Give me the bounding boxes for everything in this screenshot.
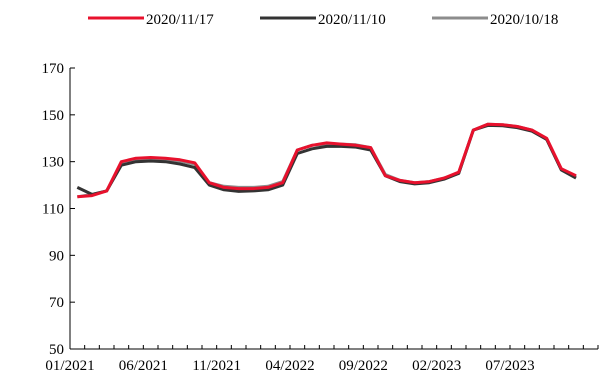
- axes: 50 70 90 110 130 150 170 01/2021 06/2021 11/2021 0…: [42, 61, 599, 374]
- x-tick-label: 07/2023: [485, 358, 534, 374]
- x-tick-label: 09/2022: [339, 358, 388, 374]
- y-tick-label: 110: [42, 202, 64, 218]
- y-tick-label: 90: [49, 248, 64, 264]
- x-tick-label: 06/2021: [119, 358, 168, 374]
- y-tick-label: 150: [42, 108, 65, 124]
- y-tick-label: 130: [42, 155, 65, 171]
- x-tick-label: 04/2022: [265, 358, 314, 374]
- y-tick-label: 50: [49, 342, 64, 358]
- x-tick-label: 02/2023: [412, 358, 461, 374]
- x-tick-label: 11/2021: [192, 358, 241, 374]
- y-tick-label: 170: [42, 61, 65, 77]
- legend-label: 2020/11/10: [318, 12, 386, 28]
- series-lines: [76, 122, 577, 199]
- y-tick-label: 70: [49, 295, 64, 311]
- series-line-2020/11/10: [76, 123, 577, 196]
- series-line-2020/11/17: [77, 122, 577, 199]
- legend-label: 2020/11/17: [146, 12, 214, 28]
- x-tick-label: 01/2021: [45, 358, 94, 374]
- legend-label: 2020/10/18: [490, 12, 558, 28]
- legend: 2020/11/17 2020/11/10 2020/10/18: [88, 12, 558, 28]
